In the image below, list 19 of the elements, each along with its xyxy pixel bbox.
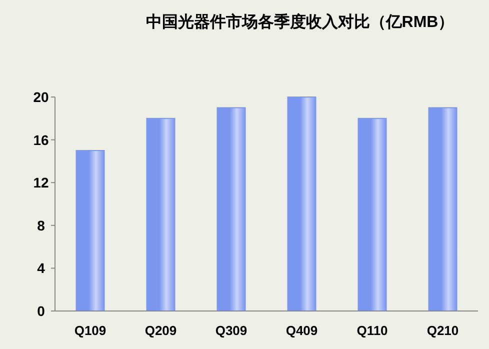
bar: [358, 118, 387, 312]
bar: [216, 107, 246, 312]
bar: [428, 107, 458, 312]
bar: [287, 96, 316, 312]
bar: [146, 118, 176, 312]
y-tick-label: 0: [37, 303, 46, 319]
y-tick-label: 4: [37, 260, 46, 276]
y-tick-label: 20: [33, 89, 49, 105]
y-tick-label: 8: [37, 217, 46, 234]
x-tick-label: Q209: [144, 323, 177, 338]
bar: [76, 150, 105, 312]
y-tick-label: 16: [33, 132, 49, 148]
y-tick-label: 12: [33, 174, 49, 191]
x-tick-label: Q210: [426, 323, 459, 338]
x-tick-label: Q309: [215, 323, 248, 338]
x-tick-label: Q109: [74, 323, 106, 338]
x-tick-label: Q110: [356, 323, 388, 338]
chart-title: 中国光器件市场各季度收入对比（亿RMB）: [146, 12, 454, 31]
x-tick-label: Q409: [286, 323, 318, 338]
